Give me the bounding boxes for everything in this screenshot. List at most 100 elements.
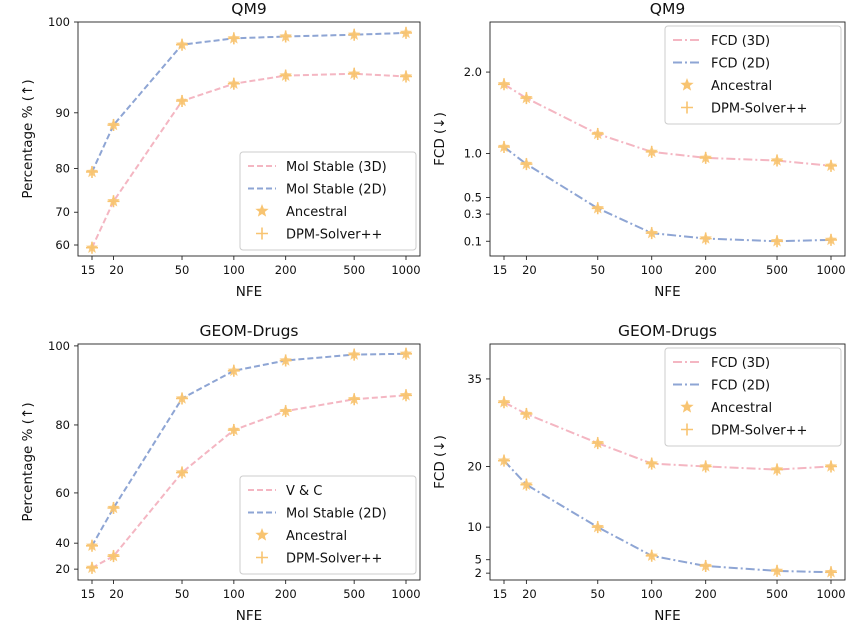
dpm-solver-marker (176, 392, 189, 405)
legend: FCD (3D) FCD (2D) Ancestral DPM-Solver++ (664, 25, 842, 125)
x-tick-label: 200 (275, 263, 297, 277)
x-tick-label: 15 (81, 263, 96, 277)
dpm-solver-marker (699, 232, 712, 245)
x-tick-label: 100 (641, 587, 663, 601)
x-tick-label: 200 (695, 587, 717, 601)
legend-label: Ancestral (711, 401, 772, 416)
legend-label: FCD (3D) (711, 34, 770, 49)
dpm-solver-marker (699, 151, 712, 164)
y-tick-label: 20 (55, 562, 70, 576)
dpm-solver-marker (825, 159, 837, 172)
legend-box (664, 347, 842, 447)
x-tick-label: 20 (522, 263, 537, 277)
y-tick-label: 80 (55, 161, 70, 175)
legend-label: Mol Stable (3D) (286, 160, 387, 175)
x-tick-label: 20 (522, 587, 537, 601)
dpm-solver-marker (520, 478, 533, 491)
dpm-solver-marker (227, 32, 240, 45)
dpm-solver-marker (771, 463, 784, 476)
dpm-solver-marker (645, 227, 658, 240)
dpm-solver-marker (400, 26, 412, 39)
dpm-solver-marker (771, 154, 784, 167)
dpm-solver-marker (699, 559, 712, 572)
x-tick-label: 1000 (816, 263, 845, 277)
dpm-solver-marker (348, 67, 361, 80)
legend: FCD (3D) FCD (2D) Ancestral DPM-Solver++ (664, 347, 842, 447)
x-tick-label: 50 (175, 263, 190, 277)
dpm-solver-marker (400, 70, 412, 83)
dpm-solver-marker (520, 158, 533, 171)
y-tick-label: 100 (48, 15, 70, 29)
dpm-solver-marker (825, 566, 837, 579)
x-tick-label: 500 (766, 587, 788, 601)
y-tick-label: 60 (55, 238, 70, 252)
plot-frame (489, 343, 846, 581)
plot-frame (77, 21, 421, 257)
dpm-solver-marker (348, 393, 361, 406)
dpm-solver-marker (348, 28, 361, 41)
plot-frame (77, 343, 421, 581)
dpm-solver-marker (825, 460, 837, 473)
dpm-solver-marker (498, 454, 510, 467)
legend-label: Mol Stable (2D) (286, 507, 387, 522)
legend-box (664, 25, 842, 125)
y-tick-label: 70 (55, 205, 70, 219)
y-tick-label: 5 (475, 553, 482, 567)
dpm-solver-marker (591, 437, 604, 450)
y-tick-label: 100 (48, 339, 70, 353)
dpm-solver-marker (176, 94, 189, 107)
x-tick-label: 1000 (816, 587, 845, 601)
legend: V & C Mol Stable (2D) Ancestral DPM-Solver+… (239, 475, 417, 575)
dpm-solver-marker (591, 202, 604, 215)
legend-label: Ancestral (286, 529, 347, 544)
legend-star-icon (680, 400, 694, 413)
dpm-solver-marker (279, 69, 292, 82)
dpm-solver-marker (498, 396, 510, 409)
x-tick-label: 100 (641, 263, 663, 277)
dpm-solver-marker (645, 457, 658, 470)
legend-plus-icon (256, 227, 268, 240)
legend-label: V & C (286, 484, 322, 499)
legend-plus-icon (681, 101, 693, 114)
legend: Mol Stable (3D) Mol Stable (2D) Ancestral D… (239, 151, 417, 251)
x-tick-label: 500 (766, 263, 788, 277)
dpm-solver-marker (86, 561, 98, 574)
dpm-solver-marker (86, 241, 98, 254)
chart-title: GEOM-Drugs (618, 322, 717, 340)
legend-label: Ancestral (711, 79, 772, 94)
y-tick-label: 1.0 (464, 147, 482, 161)
dpm-solver-marker (591, 127, 604, 140)
plot-frame (489, 21, 846, 257)
legend-label: DPM-Solver++ (286, 228, 382, 243)
dpm-solver-marker (520, 407, 533, 420)
x-tick-label: 100 (223, 587, 245, 601)
series-line-2 (91, 31, 407, 173)
legend-box (239, 475, 417, 575)
series-line-2 (503, 459, 832, 574)
dpm-solver-marker (520, 92, 533, 105)
legend-box (239, 151, 417, 251)
dpm-solver-marker (771, 564, 784, 577)
dpm-solver-marker (107, 195, 120, 208)
legend-label: DPM-Solver++ (286, 552, 382, 567)
dpm-solver-marker (400, 347, 412, 360)
y-axis-label: Percentage % (↑) (20, 402, 36, 521)
chart-title: QM9 (650, 0, 685, 18)
legend-label: FCD (3D) (711, 356, 770, 371)
y-tick-label: 80 (55, 418, 70, 432)
x-tick-label: 500 (343, 587, 365, 601)
dpm-solver-marker (279, 405, 292, 418)
y-tick-label: 35 (467, 372, 482, 386)
chart-title: QM9 (231, 0, 266, 18)
dpm-solver-marker (591, 521, 604, 534)
y-tick-label: 20 (467, 459, 482, 473)
y-axis-label: FCD (↓) (432, 435, 448, 489)
y-axis-label: FCD (↓) (432, 112, 448, 166)
dpm-solver-marker (176, 466, 189, 479)
x-tick-label: 1000 (391, 263, 420, 277)
chart-qm9-stability: QM9 NFE Percentage % (↑) 15 20 50 100 200 500 100… (20, 0, 421, 300)
legend-label: Mol Stable (2D) (286, 183, 387, 198)
y-tick-label: 2 (475, 566, 482, 580)
dpm-solver-marker (498, 140, 510, 153)
